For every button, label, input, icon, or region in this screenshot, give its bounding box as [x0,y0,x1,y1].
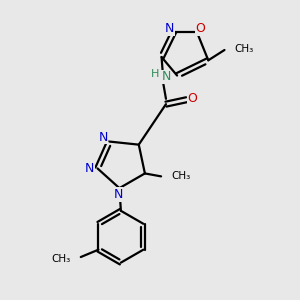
Text: CH₃: CH₃ [171,171,190,182]
Text: CH₃: CH₃ [235,44,254,53]
Text: N: N [113,188,123,201]
Text: N: N [85,162,94,175]
Text: N: N [161,70,171,83]
Text: N: N [98,131,108,144]
Text: CH₃: CH₃ [51,254,70,263]
Text: N: N [165,22,174,35]
Text: O: O [188,92,197,105]
Text: O: O [195,22,205,35]
Text: H: H [151,69,159,79]
